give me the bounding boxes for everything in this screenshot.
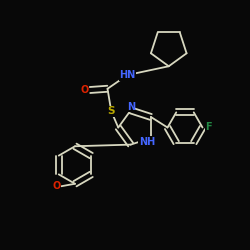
Text: F: F [206, 122, 212, 132]
Text: O: O [52, 181, 61, 191]
Text: N: N [127, 102, 135, 112]
Text: O: O [80, 85, 88, 95]
Text: NH: NH [139, 137, 155, 147]
Text: HN: HN [120, 70, 136, 80]
Text: S: S [108, 106, 115, 116]
